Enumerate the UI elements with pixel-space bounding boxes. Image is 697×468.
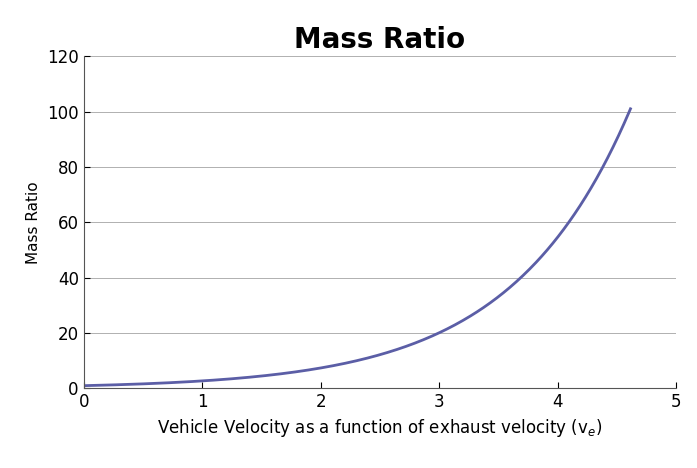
- Y-axis label: Mass Ratio: Mass Ratio: [26, 181, 42, 263]
- Title: Mass Ratio: Mass Ratio: [294, 26, 466, 54]
- X-axis label: Vehicle Velocity as a function of exhaust velocity (v$_e$): Vehicle Velocity as a function of exhaus…: [158, 417, 602, 439]
